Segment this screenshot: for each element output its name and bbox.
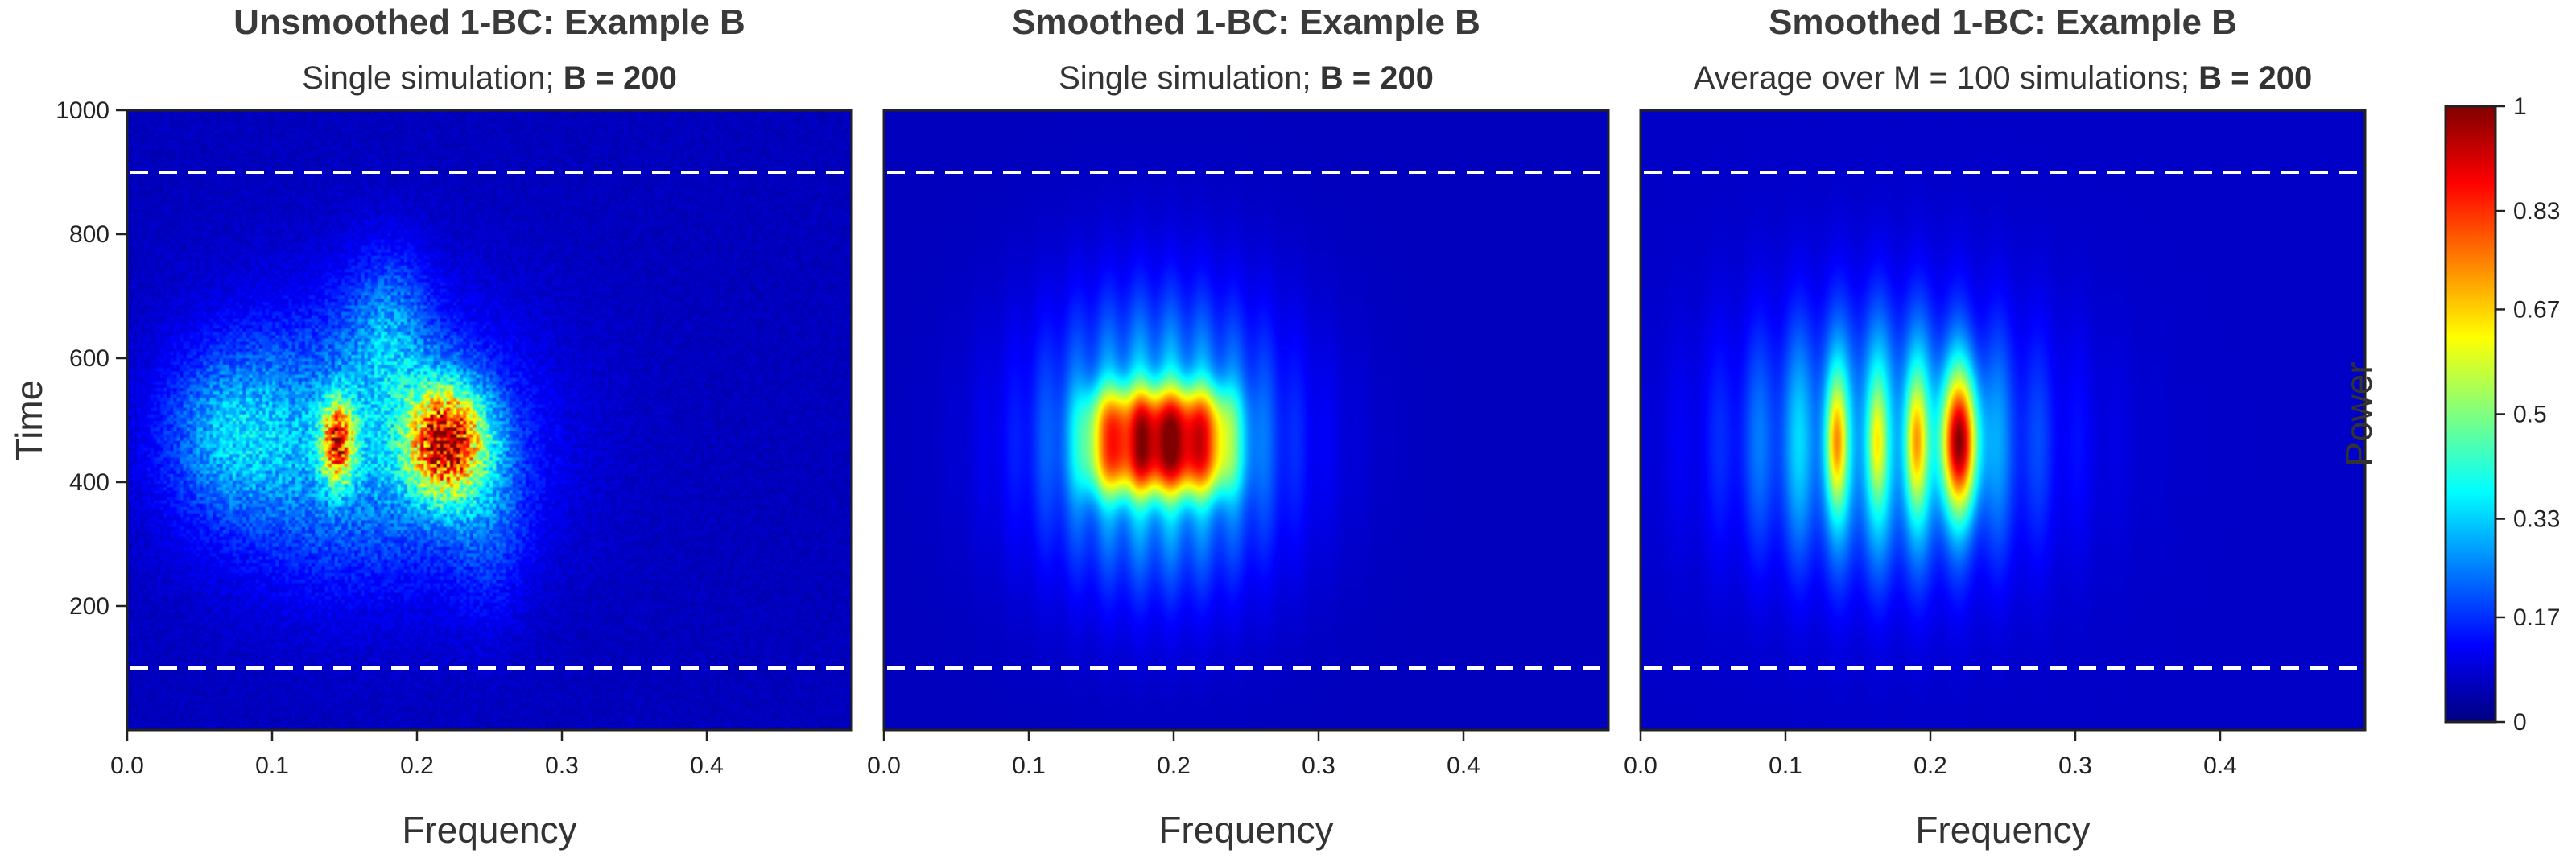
heatmap-panel-2: Smoothed 1-BC: Example B Single simulatio… — [867, 2, 1610, 851]
y-tick-label: 200 — [69, 593, 109, 620]
x-tick-label: 0.0 — [1624, 753, 1657, 779]
heatmap-image — [1641, 110, 2365, 730]
heatmap-panel-3: Smoothed 1-BC: Example B Average over M =… — [1624, 2, 2367, 851]
y-tick-label: 400 — [69, 469, 109, 496]
y-axis-label: Time — [8, 380, 50, 461]
heatmap-image — [884, 110, 1608, 730]
x-tick-label: 0.1 — [255, 753, 289, 779]
y-tick-label: 800 — [69, 221, 109, 248]
x-tick-label: 0.2 — [1913, 753, 1947, 779]
x-tick-label: 0.2 — [400, 753, 434, 779]
colorbar-tick-label: 0.33 — [2513, 506, 2560, 533]
plot-frame — [882, 109, 1610, 732]
x-tick-label: 0.1 — [1012, 753, 1046, 779]
colorbar: 0 0.17 0.33 0.5 0.67 0.83 1 Power — [2338, 93, 2560, 736]
x-tick-label: 0.3 — [1302, 753, 1335, 779]
colorbar-tick-label: 0.67 — [2513, 296, 2560, 323]
x-tick-label: 0.0 — [867, 753, 901, 779]
x-tick-label: 0.2 — [1157, 753, 1191, 779]
heatmap-panel-1: Unsmoothed 1-BC: Example B Single simulat… — [8, 2, 853, 851]
x-axis-label: Frequency — [1158, 809, 1333, 851]
x-tick-label: 0.4 — [690, 753, 724, 779]
colorbar-tick-label: 0.83 — [2513, 198, 2560, 225]
panel-title: Unsmoothed 1-BC: Example B — [233, 2, 745, 42]
x-tick-label: 0.3 — [545, 753, 579, 779]
colorbar-tick-label: 0.5 — [2513, 402, 2547, 428]
x-tick-label: 0.4 — [2203, 753, 2237, 779]
y-tick-label: 600 — [69, 345, 109, 372]
colorbar-tick-label: 0 — [2513, 709, 2527, 736]
panel-title: Smoothed 1-BC: Example B — [1012, 2, 1480, 42]
plot-frame — [1639, 109, 2367, 732]
x-tick-label: 0.3 — [2058, 753, 2092, 779]
panel-title: Smoothed 1-BC: Example B — [1769, 2, 2237, 42]
x-tick-label: 0.1 — [1769, 753, 1802, 779]
colorbar-gradient — [2444, 105, 2497, 724]
colorbar-tick-label: 0.17 — [2513, 604, 2560, 631]
x-tick-label: 0.4 — [1447, 753, 1480, 779]
x-axis-label: Frequency — [1915, 809, 2090, 851]
panel-subtitle: Single simulation; B = 200 — [302, 60, 677, 96]
panel-subtitle: Average over M = 100 simulations; B = 20… — [1694, 60, 2313, 96]
colorbar-label: Power — [2338, 361, 2380, 466]
heatmap-image — [127, 110, 852, 730]
x-tick-label: 0.0 — [110, 753, 144, 779]
y-tick-label: 1000 — [56, 97, 109, 124]
x-axis-label: Frequency — [402, 809, 576, 851]
colorbar-tick-label: 1 — [2513, 93, 2527, 120]
plot-frame — [126, 109, 853, 732]
panel-subtitle: Single simulation; B = 200 — [1059, 60, 1434, 96]
